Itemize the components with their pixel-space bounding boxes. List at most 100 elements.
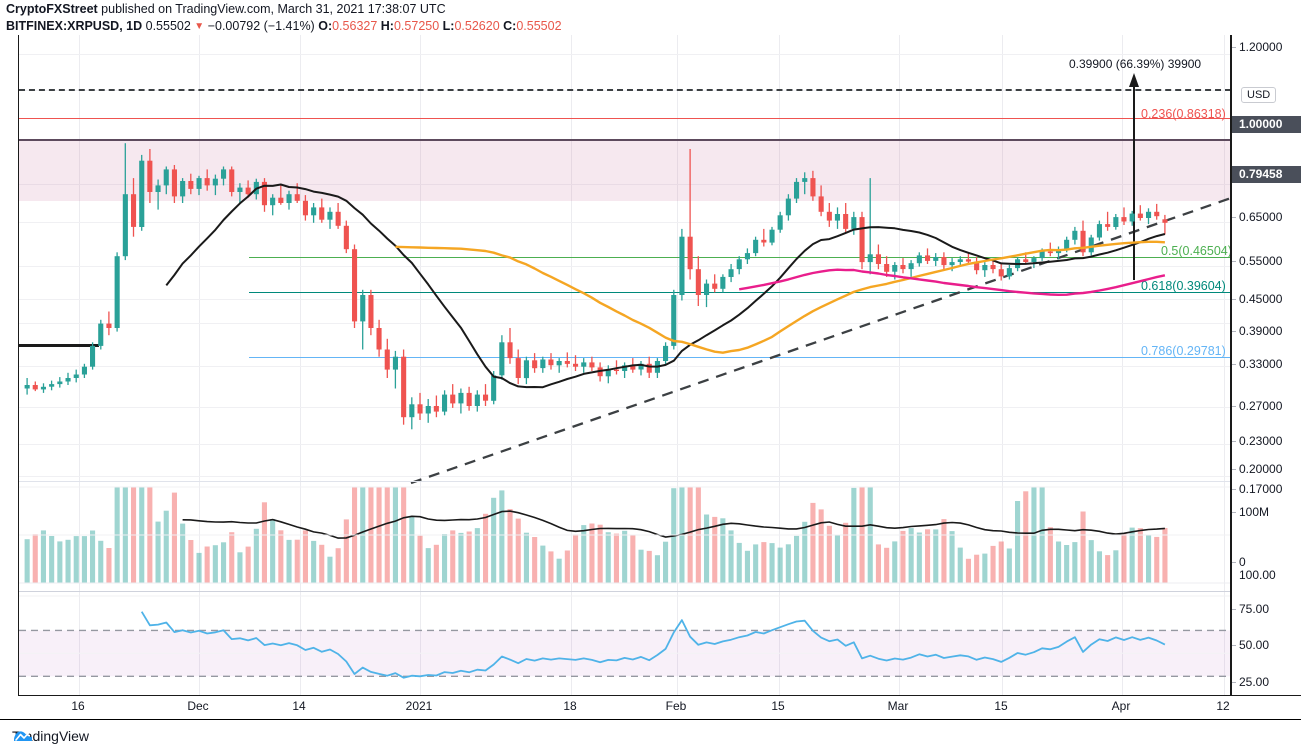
price-axis-label: 0.17000 [1239,482,1283,496]
symbol-label: BITFINEX:XRPUSD, 1D [6,19,143,33]
symbol-quote-line: BITFINEX:XRPUSD, 1D 0.55502 ▼ −0.00792 (… [6,19,562,33]
time-axis-label: Mar [887,699,909,713]
rsi-axis-label: 75.00 [1239,602,1270,616]
down-arrow-icon: ▼ [194,21,205,32]
volume-series-layer [19,486,1231,584]
price-axis-label: 0.39000 [1239,324,1283,338]
price-axis-badge-zone: 0.79458 [1231,166,1301,183]
panel-separator-volume [19,481,1231,482]
resistance-zone-top-line [19,139,1231,141]
axis-tick [1231,299,1236,300]
gridline-h [19,323,1231,324]
axis-tick [1231,261,1236,262]
price-axis-label: 0.23000 [1239,434,1283,448]
gridline-h [19,266,1231,267]
time-axis-label: 15 [771,699,785,713]
axis-tick [1231,331,1236,332]
time-axis-label: 16 [71,699,85,713]
gridline-v [571,35,572,695]
axis-tick [1231,441,1236,442]
time-axis-label: 14 [292,699,306,713]
price-axis-label: 0.20000 [1239,462,1283,476]
gridline-v [899,35,900,695]
volume-axis-label: 0 [1239,555,1246,569]
rsi-axis-label: 25.00 [1239,675,1270,689]
change-absolute: −0.00792 [207,19,261,33]
time-axis-label: 12 [1216,699,1230,713]
published-text: published on TradingView.com, March 31, … [101,2,446,16]
tradingview-logo[interactable]: TradingView [12,728,89,744]
publisher-line: CryptoFXStreet published on TradingView.… [6,2,446,16]
projection-note: 0.39900 (66.39%) 39900 [1069,57,1202,71]
axis-tick [1231,682,1236,683]
gridline-h [19,476,1231,477]
last-price: 0.55502 [145,19,191,33]
time-axis[interactable]: 16 Dec 14 2021 18 Feb 15 Mar 15 Apr 12 [18,695,1301,720]
time-axis-label: Feb [665,699,687,713]
gridline-h [19,222,1231,223]
axis-tick [1231,609,1236,610]
low-label: L: [442,19,455,33]
gridline-v [1002,35,1003,695]
gridline-v [779,35,780,695]
time-axis-label: 18 [563,699,577,713]
currency-badge[interactable]: USD [1241,87,1277,103]
axis-tick [1231,489,1236,490]
time-axis-label: 15 [994,699,1008,713]
fib-5-label: 0.5(0.46504) [1161,244,1232,258]
axis-tick [1231,469,1236,470]
gridline-h [19,407,1231,408]
close-label: C: [503,19,517,33]
time-axis-label: 2021 [405,699,433,713]
gridline-v [199,35,200,695]
low-value: 0.52620 [454,19,500,33]
price-axis-label: 1.20000 [1239,40,1283,54]
fib-786-line [249,357,1231,358]
chart-canvas[interactable]: 0.236(0.86318) 0.5(0.46504) 0.618(0.3960… [18,35,1232,695]
chart-header: CryptoFXStreet published on TradingView.… [0,0,1301,33]
publisher-name: CryptoFXStreet [6,2,98,16]
price-series-layer [24,143,1168,430]
open-value: 0.56327 [332,19,378,33]
price-axis-label: 0.27000 [1239,399,1283,413]
chart-right-border [1230,35,1232,695]
rsi-axis-label: 100.00 [1239,568,1276,582]
gridline-h [19,184,1231,185]
price-axis-label: 0.65000 [1239,210,1283,224]
axis-tick [1231,47,1236,48]
axis-tick [1231,406,1236,407]
gridline-h [19,444,1231,445]
axis-tick [1231,217,1236,218]
fib-786-label: 0.786(0.29781) [1141,344,1226,358]
axis-tick [1231,645,1236,646]
tradingview-logo-icon [14,731,32,741]
close-value: 0.55502 [516,19,562,33]
panel-separator-rsi [19,591,1231,592]
price-axis-label: 0.55000 [1239,254,1283,268]
price-axis[interactable]: 1.20000 USD 1.00000 0.79458 0.65000 0.55… [1230,35,1301,695]
fib-236-line [19,118,1231,119]
price-axis-label: 0.45000 [1239,292,1283,306]
high-value: 0.57250 [393,19,440,33]
gridline-h [19,54,1231,55]
gridline-v [300,35,301,695]
change-percent: (−1.41%) [263,19,315,33]
high-label: H: [380,19,394,33]
time-axis-label: Dec [187,699,209,713]
left-support-segment [19,344,99,347]
price-axis-label: 0.33000 [1239,357,1283,371]
time-axis-label: Apr [1111,699,1131,713]
fib-5-line [249,257,1231,258]
gridline-v [677,35,678,695]
axis-tick [1231,512,1236,513]
gridline-v [1224,35,1225,695]
gridline-v [79,35,80,695]
volume-axis-label: 100M [1239,505,1270,519]
axis-tick [1231,364,1236,365]
rsi-axis-label: 50.00 [1239,638,1270,652]
rsi-series-layer [19,595,1231,679]
fib-618-label: 0.618(0.39604) [1141,279,1226,293]
axis-tick [1231,562,1236,563]
open-label: O: [318,19,333,33]
footer-bar: TradingView [0,719,1301,756]
